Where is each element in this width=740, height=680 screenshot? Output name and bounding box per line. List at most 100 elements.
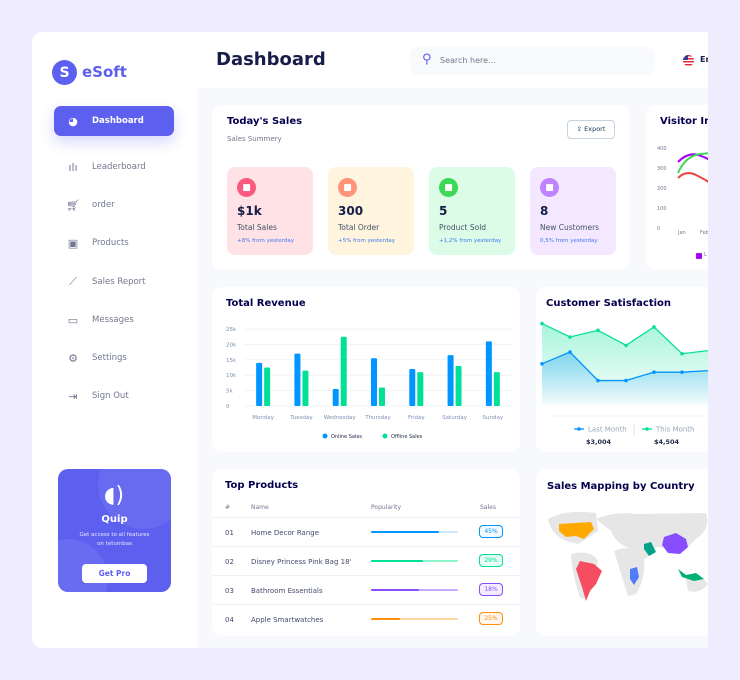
column-header: Popularity (371, 504, 402, 511)
sales-badge: 29% (479, 554, 503, 567)
stat-card: ■ 5 Product Sold +1,2% from yesterday (429, 167, 515, 255)
message-icon: ▭ (67, 313, 79, 327)
sidebar-item-label: Sign Out (92, 391, 129, 401)
product-name: Home Decor Range (251, 529, 320, 537)
sidebar-item-label: Products (92, 238, 129, 248)
sales-map-card: Sales Mapping by Country (536, 469, 708, 636)
app-window: S eSoft ◕ Dashboard ılı Leaderboard 🛒︎ orde… (32, 32, 708, 648)
card-title: Visitor Insi (660, 116, 708, 127)
table-row[interactable]: 01 Home Decor Range 45% (212, 517, 520, 546)
sidebar-item-products[interactable]: ▣ Products (54, 228, 174, 258)
stat-card: ■ 300 Total Order +5% from yesterday (328, 167, 414, 255)
sidebar-item-settings[interactable]: ⚙ Settings (54, 343, 174, 373)
get-pro-button[interactable]: Get Pro (82, 564, 147, 583)
export-button[interactable]: ⇪ Export (567, 120, 615, 139)
row-number: 03 (225, 587, 234, 595)
country-brazil (576, 561, 602, 601)
sign-out-icon: ⇥ (68, 389, 78, 403)
y-tick-label: 400 (657, 146, 667, 152)
visitor-line-unique (677, 172, 708, 183)
sidebar-item-sign-out[interactable]: ⇥ Sign Out (54, 381, 174, 411)
sidebar-item-label: Dashboard (92, 116, 144, 126)
table-row[interactable]: 03 Bathroom Essentials 18% (212, 575, 520, 604)
sidebar-item-sales-report[interactable]: ⟋ Sales Report (54, 267, 174, 297)
top-products-card: Top Products # Name Popularity Sales 01 H… (212, 469, 520, 636)
popularity-bar (371, 560, 458, 562)
world-map (548, 511, 708, 601)
stat-change: +1,2% from yesterday (439, 238, 502, 244)
data-point (596, 328, 600, 333)
sales-badge: 25% (479, 612, 503, 625)
legend-swatch (696, 253, 702, 259)
legend-label: Online Sales (331, 434, 362, 440)
legend-dot (577, 427, 581, 431)
document-icon: ■ (338, 178, 357, 197)
stat-label: New Customers (540, 223, 600, 232)
x-tick-label: Friday (408, 415, 425, 421)
logo-icon: S (52, 60, 77, 85)
data-point (596, 378, 600, 383)
search-placeholder: Search here... (440, 56, 496, 65)
total-revenue-card: Total Revenue 25k 20k 15k 10k 5k 0 Monday Tuesd… (212, 287, 520, 452)
bar-online-sales (447, 355, 454, 406)
promo-card: ◖) Quip Get access to all features on te… (58, 469, 171, 592)
card-title: Total Revenue (226, 298, 306, 309)
sidebar-item-label: order (92, 200, 115, 210)
us-flag-icon[interactable] (683, 55, 694, 66)
country-china (662, 533, 688, 554)
x-tick-label: Wednesday (324, 415, 357, 421)
export-icon: ⇪ (576, 125, 585, 133)
search-input[interactable]: ⚲ Search here... (410, 47, 655, 75)
table-row[interactable]: 04 Apple Smartwatches 25% (212, 604, 520, 633)
popularity-bar (371, 618, 458, 620)
bar-online-sales (256, 362, 263, 406)
language-selector[interactable]: En (700, 55, 708, 64)
stat-value: 5 (439, 204, 448, 218)
column-header: Sales (480, 504, 496, 511)
card-title: Sales Mapping by Country (547, 481, 695, 492)
sidebar-item-order[interactable]: 🛒︎ order (54, 190, 174, 220)
card-title: Top Products (225, 480, 299, 491)
x-tick-label: Tuesday (289, 415, 313, 421)
column-header: Name (251, 504, 269, 511)
visitor-insights-card: Visitor Insi 400 300 200 100 0 Jan Feb L (646, 105, 708, 270)
line-chart-icon: ⟋ (69, 275, 77, 288)
stat-change: 0,5% from yesterday (540, 238, 598, 244)
legend-dot (382, 433, 388, 439)
stat-value: 8 (540, 204, 549, 218)
y-tick-label: 5k (226, 389, 233, 395)
cart-icon: 🛒︎ (66, 198, 80, 212)
sales-badge: 45% (479, 525, 503, 538)
bar-online-sales (485, 341, 492, 406)
add-user-icon: ■ (540, 178, 559, 197)
x-tick-label: Monday (252, 415, 274, 421)
series-total: $4,504 (654, 438, 680, 446)
sidebar-item-leaderboard[interactable]: ılı Leaderboard (54, 152, 174, 182)
stat-label: Total Sales (237, 223, 277, 232)
table-row[interactable]: 02 Disney Princess Pink Bag 18' 29% (212, 546, 520, 575)
sidebar-item-label: Messages (92, 315, 134, 325)
data-point (652, 325, 656, 329)
gear-icon: ⚙ (68, 351, 78, 365)
country-congo (630, 567, 639, 585)
sidebar-item-dashboard[interactable]: ◕ Dashboard (54, 106, 174, 136)
bar-online-sales (332, 389, 339, 406)
legend-label: L (704, 252, 707, 258)
bar-online-sales (294, 353, 301, 406)
y-tick-label: 0 (657, 226, 661, 232)
bar-offline-sales (340, 336, 347, 406)
bar-online-sales (371, 358, 377, 406)
sidebar-item-messages[interactable]: ▭ Messages (54, 305, 174, 335)
data-point (652, 370, 656, 374)
x-tick-label: Saturday (442, 415, 468, 421)
customer-satisfaction-card: Customer Satisfaction Last Month $3,004 Th… (536, 287, 708, 452)
legend-dot (645, 427, 649, 431)
bar-offline-sales (302, 370, 309, 406)
search-icon: ⚲ (422, 52, 432, 67)
stat-value: $1k (237, 204, 262, 218)
country-saudi-arabia (644, 542, 656, 556)
legend-dot (322, 433, 328, 439)
data-point (568, 335, 572, 339)
legend-label: Last Month (588, 426, 627, 434)
legend-label: This Month (655, 426, 694, 434)
